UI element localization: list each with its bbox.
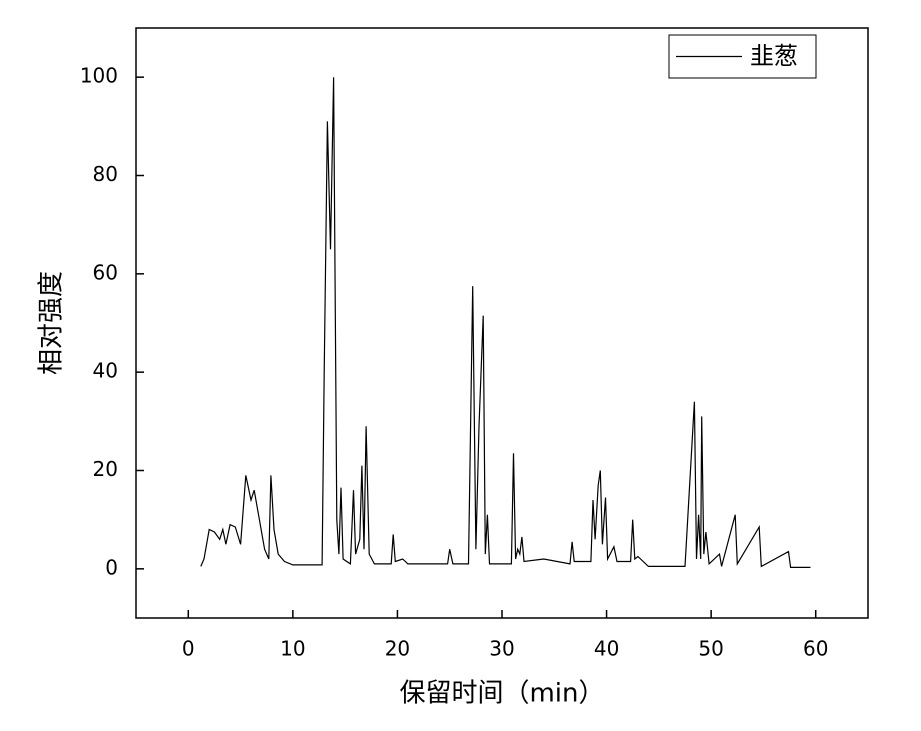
y-axis-label: 相对强度 (37, 271, 67, 375)
y-tick-label: 60 (93, 260, 118, 284)
y-tick-label: 40 (93, 359, 118, 383)
x-tick-label: 30 (489, 637, 514, 661)
y-tick-label: 100 (80, 64, 118, 88)
x-tick-label: 60 (803, 637, 828, 661)
line-series (200, 77, 811, 568)
y-tick-label: 80 (93, 162, 118, 186)
x-tick-label: 10 (280, 637, 305, 661)
x-tick-label: 20 (385, 637, 410, 661)
y-tick-label: 20 (93, 457, 118, 481)
x-axis-label: 保留时间（min） (399, 679, 604, 709)
x-tick-label: 0 (182, 637, 195, 661)
y-tick-label: 0 (105, 555, 118, 579)
legend-label: 韭葱 (750, 42, 798, 70)
x-tick-label: 50 (698, 637, 723, 661)
x-tick-label: 40 (594, 637, 619, 661)
